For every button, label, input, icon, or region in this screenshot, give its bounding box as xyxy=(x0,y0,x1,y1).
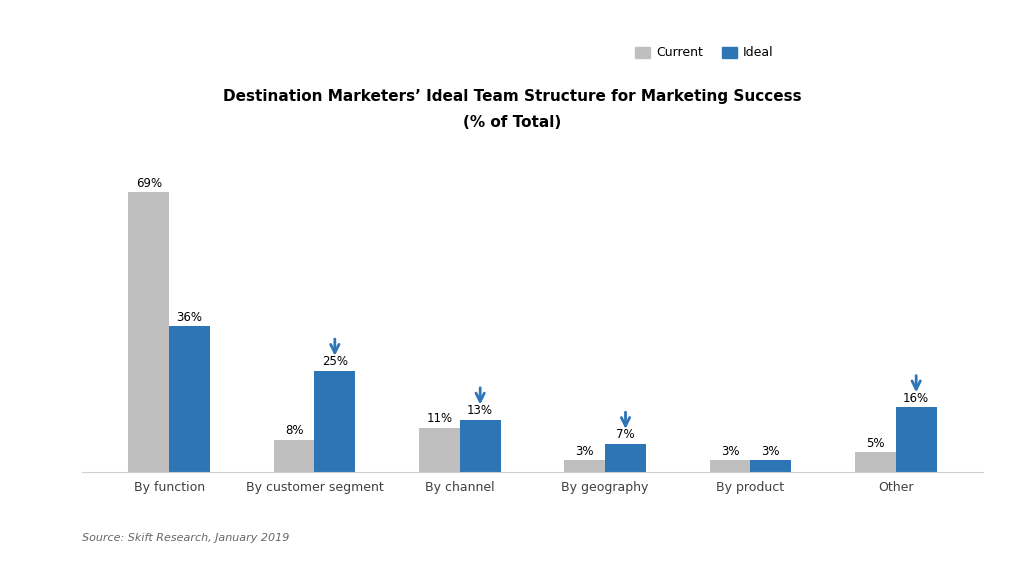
Bar xyxy=(751,460,792,472)
Bar xyxy=(564,460,605,472)
Bar xyxy=(169,326,210,472)
Text: 11%: 11% xyxy=(426,412,453,425)
Legend: Current, Ideal: Current, Ideal xyxy=(630,41,778,65)
Bar xyxy=(896,407,937,472)
Bar xyxy=(605,444,646,472)
Text: 25%: 25% xyxy=(322,355,348,368)
Bar xyxy=(273,440,314,472)
Bar xyxy=(419,427,460,472)
Bar xyxy=(460,419,501,472)
Text: 5%: 5% xyxy=(866,437,885,450)
Text: Source: Skift Research, January 2019: Source: Skift Research, January 2019 xyxy=(82,533,290,543)
Text: 8%: 8% xyxy=(285,425,303,437)
Text: 16%: 16% xyxy=(903,392,929,405)
Text: 3%: 3% xyxy=(721,445,739,458)
Bar xyxy=(314,371,355,472)
Bar xyxy=(128,192,169,472)
Text: (% of Total): (% of Total) xyxy=(463,115,561,130)
Bar xyxy=(855,452,896,472)
Text: 3%: 3% xyxy=(762,445,780,458)
Text: 3%: 3% xyxy=(575,445,594,458)
Bar xyxy=(710,460,751,472)
Text: 69%: 69% xyxy=(136,177,162,190)
Text: Destination Marketers’ Ideal Team Structure for Marketing Success: Destination Marketers’ Ideal Team Struct… xyxy=(222,89,802,104)
Text: 7%: 7% xyxy=(616,429,635,441)
Text: 13%: 13% xyxy=(467,404,494,417)
Text: 36%: 36% xyxy=(176,310,203,324)
